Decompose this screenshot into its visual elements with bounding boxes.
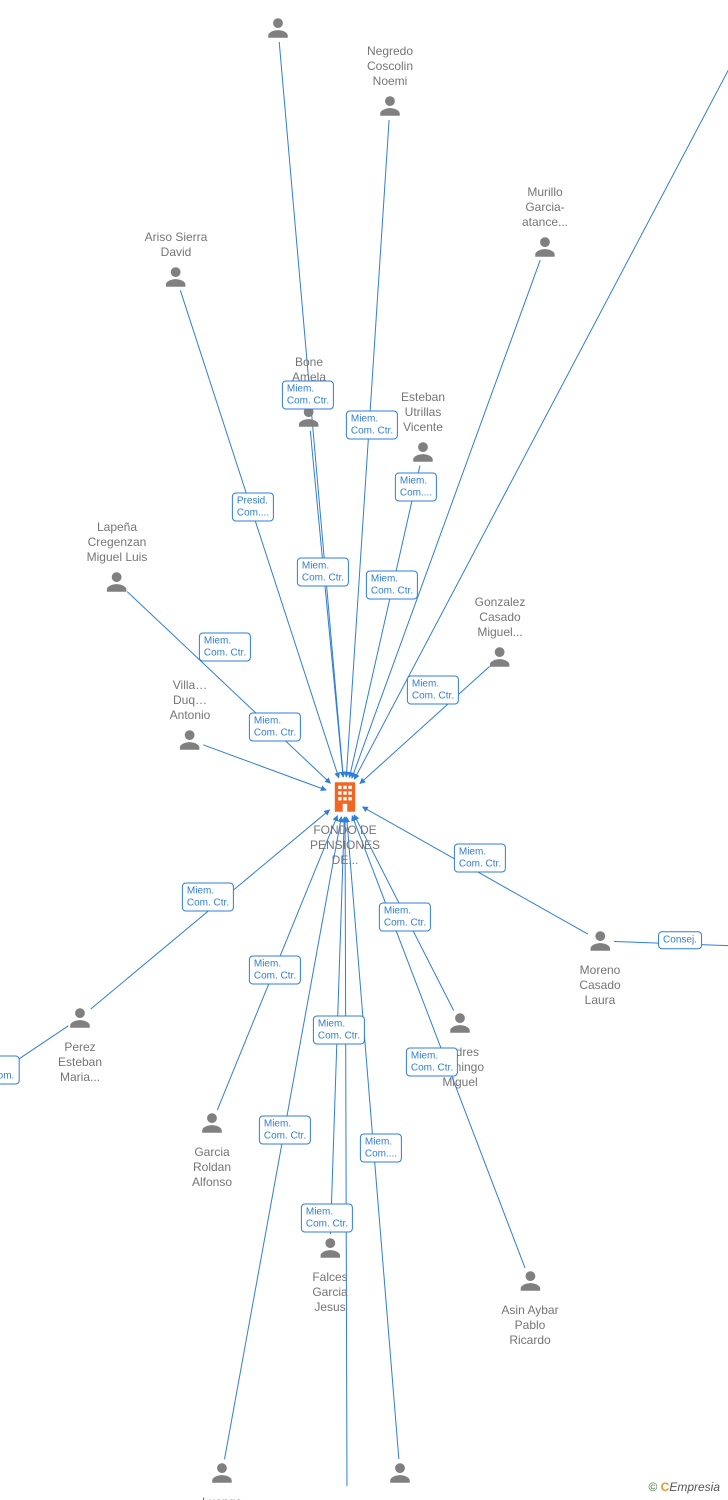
- company-node[interactable]: FONDO DEPENSIONESDE...: [310, 780, 380, 868]
- person-node[interactable]: MorenoCasadoLaura: [579, 928, 620, 1008]
- edge-label: Miem.Com. Ctr.: [199, 633, 251, 662]
- person-icon: [387, 1460, 413, 1491]
- person-node[interactable]: NegredoCoscolinNoemi: [367, 44, 413, 124]
- node-label: NegredoCoscolinNoemi: [367, 44, 413, 89]
- person-node[interactable]: Villa…Duq…Antonio: [170, 678, 211, 758]
- edges-layer: [0, 0, 728, 1500]
- node-label: Luengo: [202, 1495, 242, 1500]
- edge: [310, 431, 343, 777]
- copyright: © CEmpresia: [648, 1480, 720, 1494]
- edge: [346, 120, 389, 777]
- person-node[interactable]: MurilloGarcia-atance...: [522, 185, 568, 265]
- edge: [91, 810, 330, 1009]
- node-label: AndresDomingoMiguel: [436, 1045, 484, 1090]
- node-label: GarciaRoldanAlfonso: [192, 1145, 232, 1190]
- network-diagram: FONDO DEPENSIONESDE... NegredoCoscolinNoe…: [0, 0, 728, 1500]
- edge-label: Miem.Com. Ctr.: [249, 956, 301, 985]
- person-node[interactable]: LapeñaCregenzanMiguel Luis: [87, 520, 148, 600]
- person-icon: [58, 1005, 102, 1036]
- person-icon: [192, 1110, 232, 1141]
- edge: [614, 941, 728, 946]
- person-node[interactable]: AndresDomingoMiguel: [436, 1010, 484, 1090]
- person-node[interactable]: [265, 15, 291, 46]
- person-icon: [292, 404, 327, 435]
- edge: [127, 592, 330, 784]
- person-node[interactable]: PerezEstebanMaria...: [58, 1005, 102, 1085]
- person-icon: [401, 439, 445, 470]
- edge-label: Miem.Com. Ctr.: [259, 1116, 311, 1145]
- edge: [362, 807, 587, 934]
- person-icon: [436, 1010, 484, 1041]
- edge-label: Miem.Com....: [395, 473, 437, 502]
- edge-label: Miem.Com. Ctr.: [301, 1204, 353, 1233]
- edge-label: Miem.Com....: [360, 1134, 402, 1163]
- person-node[interactable]: GarciaRoldanAlfonso: [192, 1110, 232, 1190]
- node-label: Villa…Duq…Antonio: [170, 678, 211, 723]
- node-label: LapeñaCregenzanMiguel Luis: [87, 520, 148, 565]
- edge: [347, 817, 399, 1459]
- person-node[interactable]: Ariso SierraDavid: [145, 230, 208, 295]
- person-node[interactable]: BoneAmelaCarlos: [292, 355, 327, 435]
- person-node[interactable]: GonzalezCasadoMiguel...: [475, 595, 526, 675]
- edge-label: Consej.: [658, 931, 702, 949]
- person-icon: [312, 1235, 347, 1266]
- node-label: MurilloGarcia-atance...: [522, 185, 568, 230]
- copyright-text: Empresia: [669, 1480, 720, 1494]
- person-icon: [501, 1268, 558, 1299]
- edge-label: Presid.Com....: [232, 493, 274, 522]
- node-label: PerezEstebanMaria...: [58, 1040, 102, 1085]
- person-node[interactable]: Luengo: [202, 1460, 242, 1500]
- person-icon: [170, 727, 211, 758]
- person-icon: [522, 234, 568, 265]
- edge: [225, 817, 342, 1460]
- node-label: FalcesGarciaJesus: [312, 1270, 347, 1315]
- person-icon: [145, 264, 208, 295]
- edge-label: Miem.Com. Ctr.: [366, 571, 418, 600]
- person-node[interactable]: Asin AybarPabloRicardo: [501, 1268, 558, 1348]
- edge-label: Miem.Com. Ctr.: [182, 883, 234, 912]
- person-icon: [265, 15, 291, 46]
- person-node[interactable]: FalcesGarciaJesus: [312, 1235, 347, 1315]
- node-label: Ariso SierraDavid: [145, 230, 208, 260]
- edge-label: Miem.Com. Ctr.: [313, 1016, 365, 1045]
- edge-label: Miem.Com. Ctr.: [379, 903, 431, 932]
- person-icon: [475, 644, 526, 675]
- edge-label: Miem.Com. Ctr.: [249, 713, 301, 742]
- person-icon: [579, 928, 620, 959]
- building-icon: [310, 780, 380, 819]
- node-label: FONDO DEPENSIONESDE...: [310, 823, 380, 868]
- edge: [352, 260, 540, 778]
- node-label: EstebanUtrillasVicente: [401, 390, 445, 435]
- person-icon: [87, 569, 148, 600]
- node-label: GonzalezCasadoMiguel...: [475, 595, 526, 640]
- node-label: Asin AybarPabloRicardo: [501, 1303, 558, 1348]
- edge-label: Miem.Com. Ctr.: [297, 558, 349, 587]
- edge: [349, 466, 420, 778]
- edge-label: .om.: [0, 1056, 19, 1085]
- edge-label: Miem.Com. Ctr.: [407, 676, 459, 705]
- node-label: BoneAmelaCarlos: [292, 355, 327, 400]
- edge-label: Miem.Com. Ctr.: [346, 411, 398, 440]
- person-node[interactable]: EstebanUtrillasVicente: [401, 390, 445, 470]
- node-label: MorenoCasadoLaura: [579, 963, 620, 1008]
- edge: [330, 817, 344, 1234]
- edge: [345, 817, 347, 1486]
- edge-label: Miem.Com. Ctr.: [454, 844, 506, 873]
- edge: [203, 745, 326, 790]
- person-node[interactable]: [387, 1460, 413, 1491]
- edge: [360, 666, 490, 783]
- person-icon: [202, 1460, 242, 1491]
- person-icon: [367, 93, 413, 124]
